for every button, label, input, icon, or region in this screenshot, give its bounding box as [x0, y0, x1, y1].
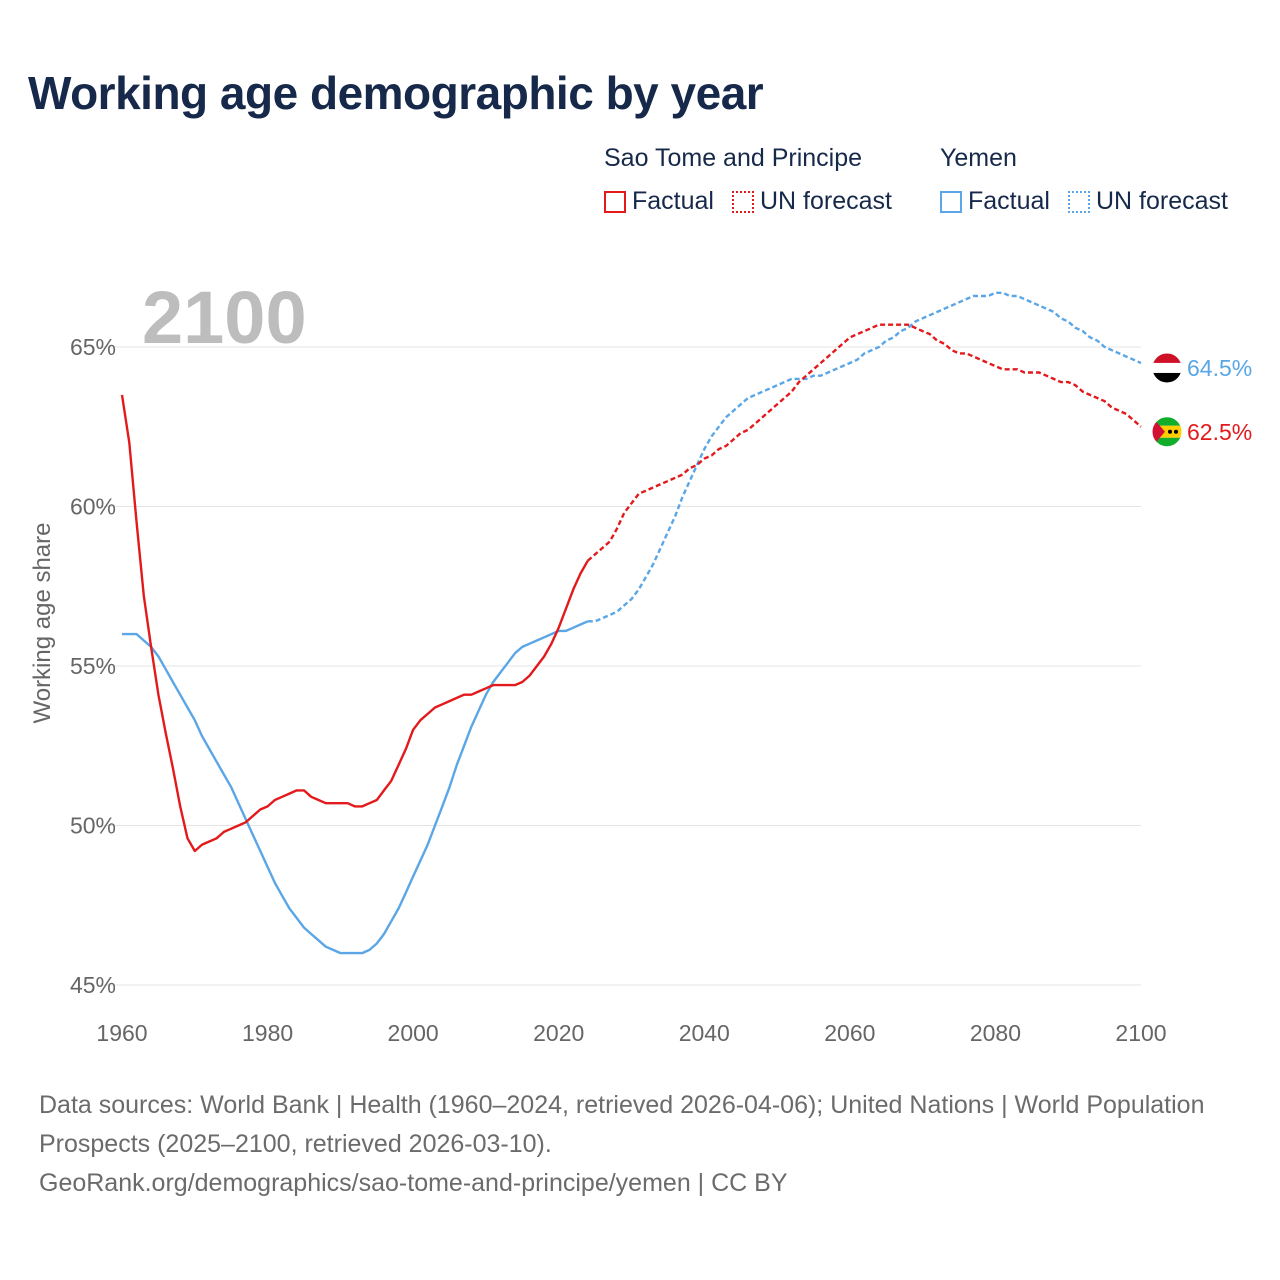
legend-label: Factual — [632, 187, 714, 215]
legend-group-yemen: Yemen Factual UN forecast — [940, 144, 1228, 216]
end-value-label: 64.5% — [1187, 355, 1252, 381]
y-axis-ticks: 45% 50% 55% 60% 65% — [70, 334, 116, 998]
legend-item-sao-tome-forecast[interactable]: UN forecast — [731, 187, 892, 216]
series-layer — [120, 291, 1142, 955]
x-tick-label: 2060 — [824, 1020, 875, 1046]
legend-swatch-dotted — [1067, 190, 1090, 213]
end-flags: 62.5% 64.5% — [1151, 352, 1252, 448]
source-url-link[interactable]: GeoRank.org/demographics/sao-tome-and-pr… — [39, 1169, 788, 1197]
x-tick-label: 1980 — [242, 1020, 293, 1046]
legend-item-sao-tome-factual[interactable]: Factual — [604, 187, 714, 216]
series-line-sao-tome-forecast — [587, 323, 1142, 562]
legend-swatch-solid — [940, 190, 962, 213]
legend-group-title: Sao Tome and Principe — [604, 144, 863, 172]
chart-title: Working age demographic by year — [28, 67, 764, 119]
data-sources-text: Data sources: World Bank | Health (1960–… — [39, 1091, 1205, 1158]
sao-tome-flag-icon — [1152, 416, 1182, 447]
legend-label: Factual — [968, 187, 1050, 215]
legend-item-yemen-factual[interactable]: Factual — [940, 187, 1050, 216]
y-tick-label: 60% — [70, 494, 116, 520]
legend-group-sao-tome: Sao Tome and Principe Factual UN forecas… — [604, 144, 892, 216]
end-value-label: 62.5% — [1187, 419, 1252, 445]
series-line-yemen-forecast — [587, 291, 1142, 623]
y-tick-label: 65% — [70, 334, 116, 360]
gridlines — [100, 346, 1141, 986]
legend-label: UN forecast — [759, 187, 892, 215]
yemen-flag-icon — [1152, 352, 1182, 383]
series-line-yemen-factual — [122, 620, 589, 955]
x-tick-label: 2080 — [970, 1020, 1021, 1046]
legend-group-title: Yemen — [940, 144, 1017, 172]
y-axis-label: Working age share — [29, 523, 56, 724]
x-tick-label: 2100 — [1115, 1020, 1166, 1046]
y-tick-label: 45% — [70, 972, 116, 998]
flag-border — [1151, 416, 1183, 448]
x-tick-label: 1960 — [96, 1020, 147, 1046]
series-line-sao-tome-factual — [120, 394, 589, 853]
y-tick-label: 50% — [70, 813, 116, 839]
legend-swatch-dotted — [731, 190, 754, 213]
legend-item-yemen-forecast[interactable]: UN forecast — [1067, 187, 1228, 216]
legend-swatch-solid — [604, 190, 626, 213]
x-tick-label: 2000 — [388, 1020, 439, 1046]
x-axis-ticks: 1960 1980 2000 2020 2040 2060 2080 2100 — [96, 1020, 1166, 1046]
x-tick-label: 2040 — [679, 1020, 730, 1046]
footer: Data sources: World Bank | Health (1960–… — [39, 1086, 1219, 1203]
year-watermark: 2100 — [142, 276, 307, 359]
legend-label: UN forecast — [1095, 187, 1228, 215]
flag-border — [1151, 352, 1183, 384]
x-tick-label: 2020 — [533, 1020, 584, 1046]
y-tick-label: 55% — [70, 653, 116, 679]
